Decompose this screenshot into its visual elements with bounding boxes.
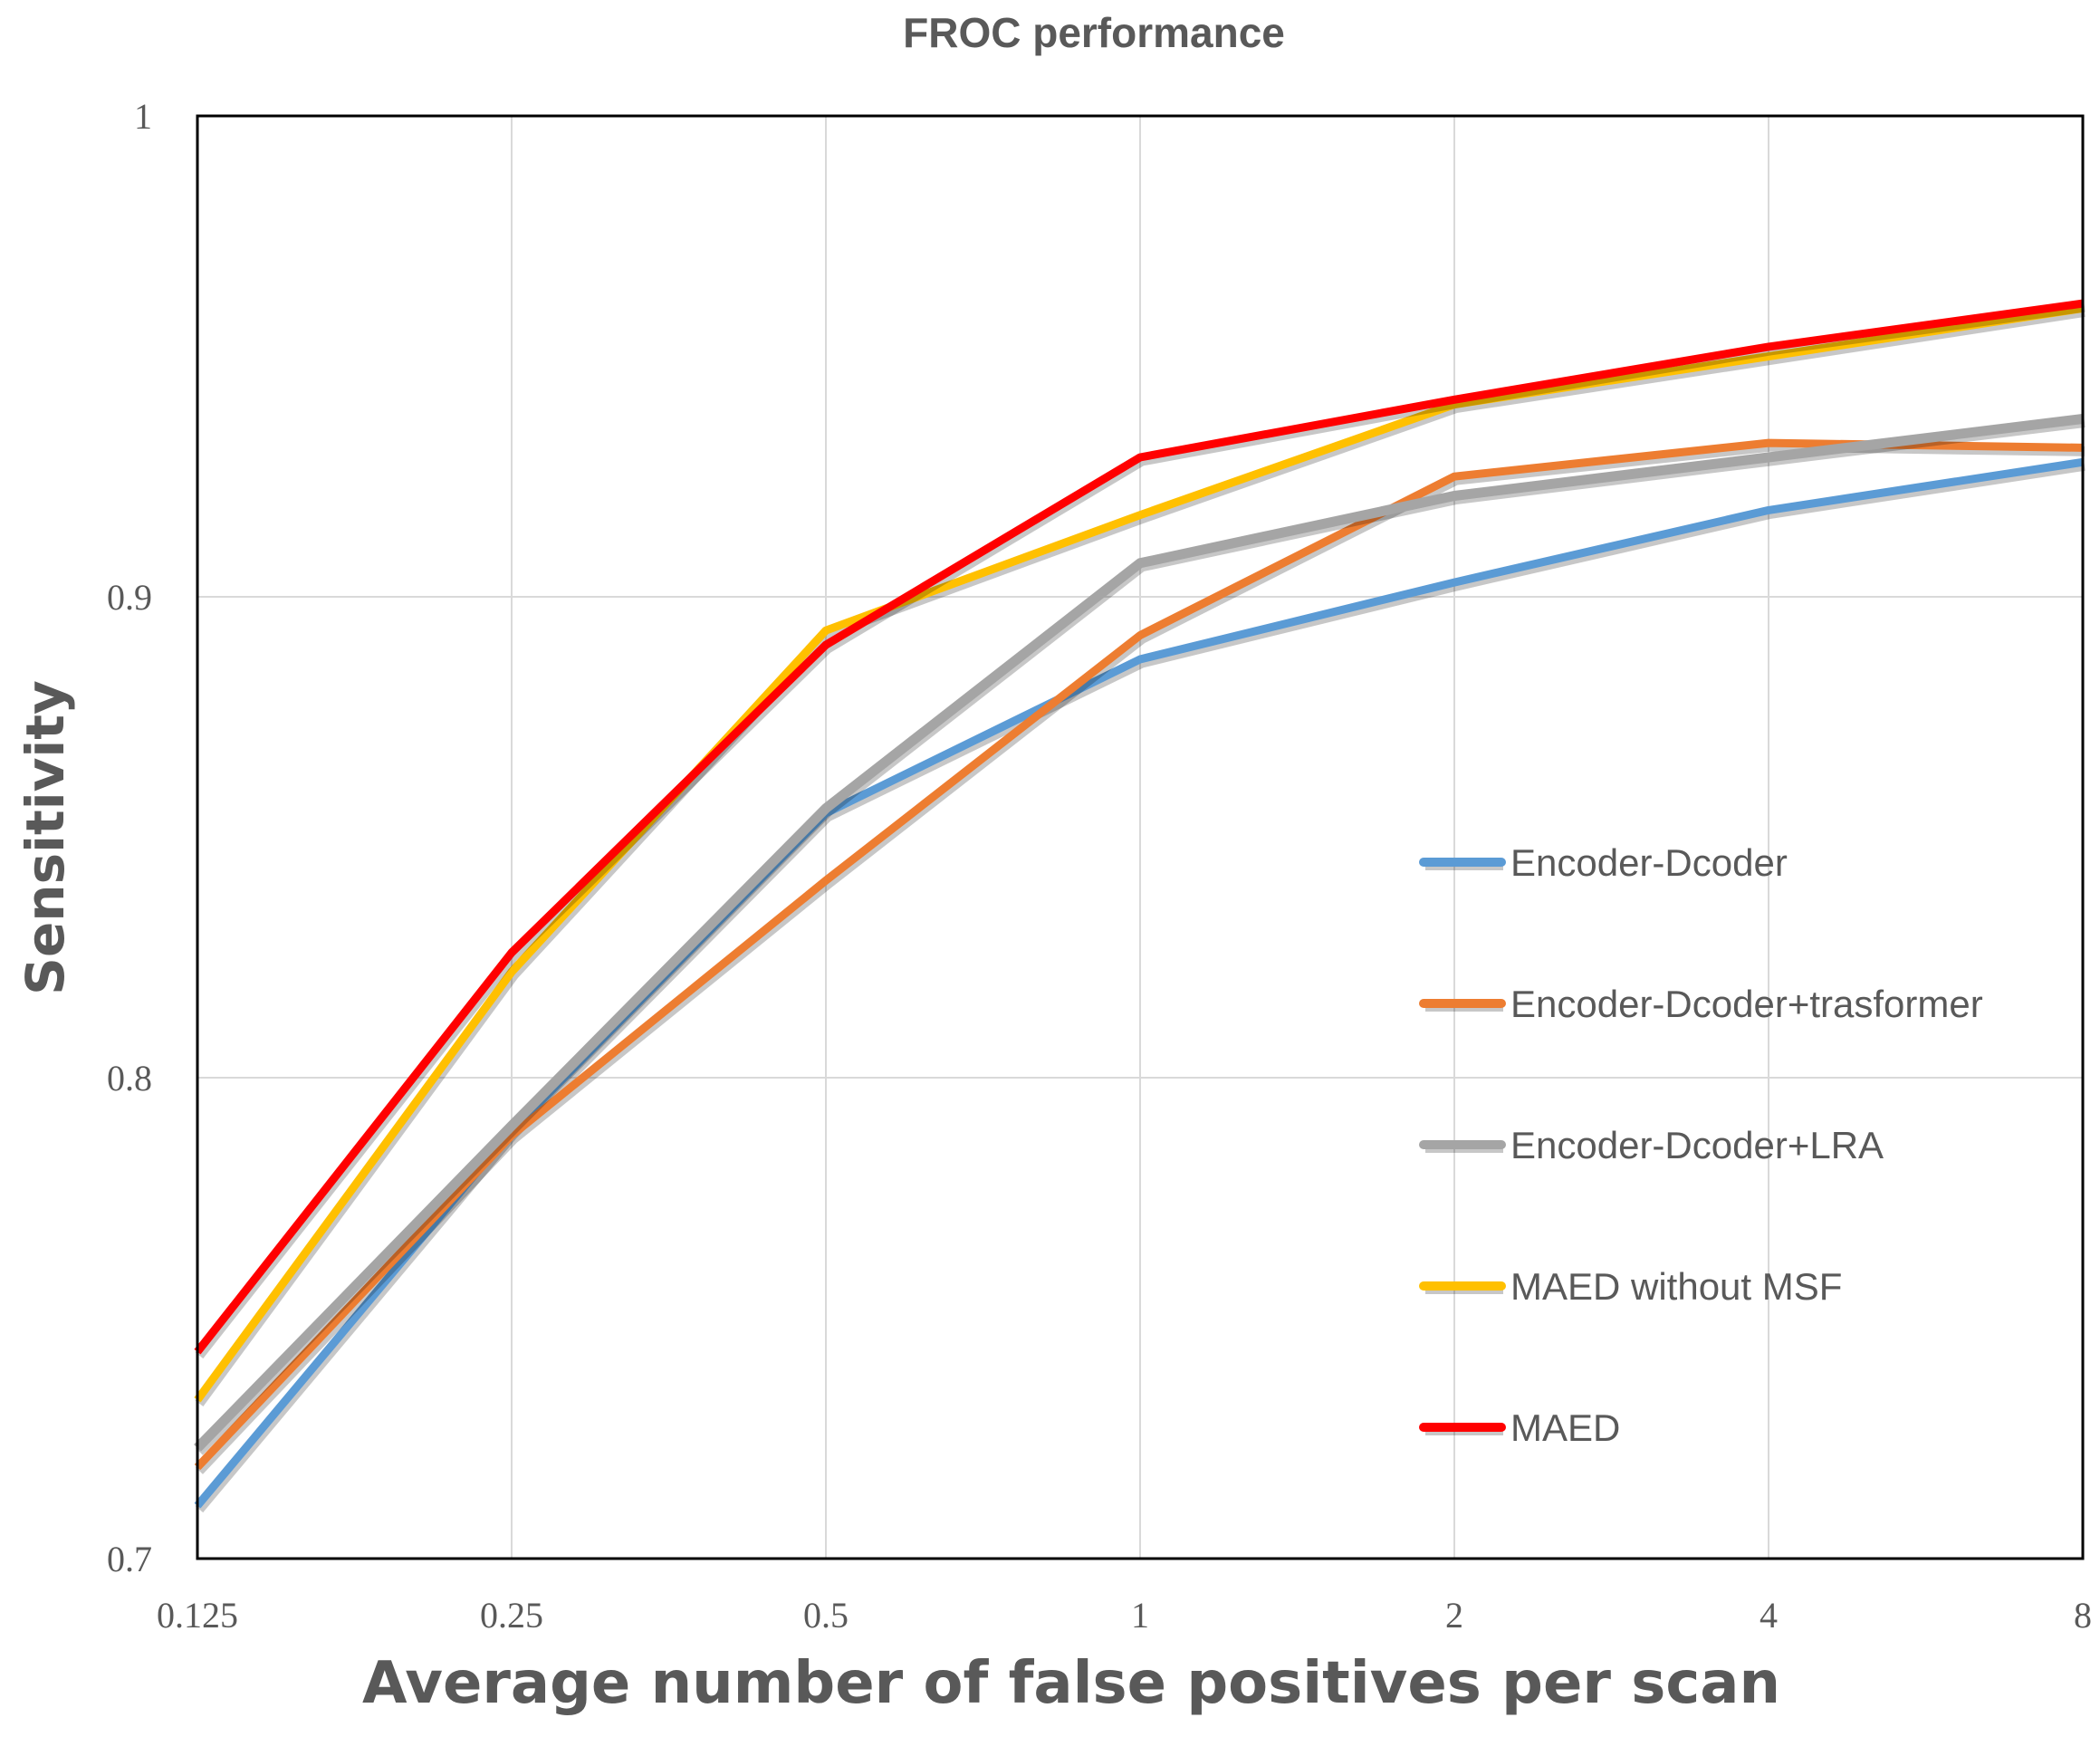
series-line-shadow xyxy=(196,441,2086,1474)
y-tick-label: 0.7 xyxy=(107,1539,152,1579)
y-tick-label: 0.8 xyxy=(107,1058,152,1099)
chart-title: FROC performance xyxy=(903,9,1285,56)
x-axis-title: Average number of false positives per sc… xyxy=(362,1650,1780,1717)
legend-label: Encoder-Dcoder+LRA xyxy=(1510,1124,1884,1166)
legend: Encoder-Dcoder Encoder-Dcoder+trasformer E… xyxy=(1419,841,1983,1449)
legend-label: Encoder-Dcoder xyxy=(1510,841,1788,884)
y-axis-title: Sensitivity xyxy=(14,680,76,995)
series-line-shadow xyxy=(195,306,2086,1407)
series-lines xyxy=(194,299,2086,1513)
x-tick-label: 0.5 xyxy=(803,1595,849,1636)
series-line xyxy=(194,299,2084,1355)
legend-label: Encoder-Dcoder+trasformer xyxy=(1510,983,1983,1025)
y-tick-label: 1 xyxy=(134,96,152,137)
y-axis-ticks: 0.7 0.8 0.9 1 xyxy=(107,96,152,1579)
x-tick-label: 0.125 xyxy=(157,1595,238,1636)
x-axis-ticks: 0.125 0.25 0.5 1 2 4 8 xyxy=(157,1595,2092,1636)
series-line xyxy=(194,303,2084,1403)
x-tick-label: 2 xyxy=(1445,1595,1463,1636)
x-tick-label: 0.25 xyxy=(480,1595,543,1636)
legend-label: MAED xyxy=(1510,1406,1620,1449)
plot-area-frame xyxy=(196,114,2085,1560)
y-tick-label: 0.9 xyxy=(107,577,152,618)
legend-label: MAED without MSF xyxy=(1510,1265,1842,1308)
series-line xyxy=(194,414,2084,1452)
series-line-shadow xyxy=(195,302,2086,1359)
series-line xyxy=(194,438,2084,1471)
x-tick-label: 1 xyxy=(1131,1595,1149,1636)
x-tick-label: 8 xyxy=(2074,1595,2092,1636)
grid-lines xyxy=(197,116,2083,1559)
x-tick-label: 4 xyxy=(1760,1595,1778,1636)
